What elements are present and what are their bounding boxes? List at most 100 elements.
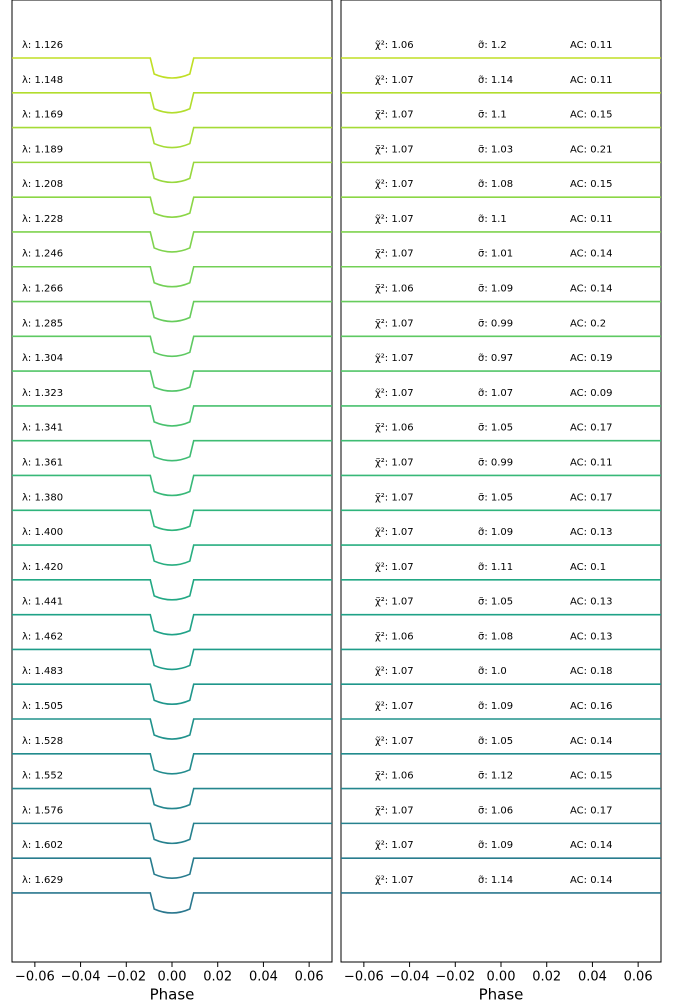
chi2-label: χ̃²: 1.07 xyxy=(375,317,414,329)
sigma-label: σ̃: 0.97 xyxy=(478,352,513,364)
sigma-label: σ̃: 1.08 xyxy=(478,178,513,190)
x-tick-label: 0.04 xyxy=(578,970,607,985)
sigma-label: σ̃: 1.07 xyxy=(478,387,513,399)
model-curve xyxy=(12,265,332,288)
chi2-label: χ̃²: 1.07 xyxy=(375,561,414,573)
sigma-label: σ̃: 1.1 xyxy=(478,109,507,121)
ac-label: AC: 0.11 xyxy=(570,40,612,51)
sigma-label: σ̃: 1.05 xyxy=(478,735,513,747)
model-curve xyxy=(12,683,332,706)
x-axis-label: Phase xyxy=(150,986,195,1002)
model-curve xyxy=(12,57,332,79)
ac-label: AC: 0.11 xyxy=(570,214,612,225)
wavelength-label: λ: 1.323 xyxy=(22,388,63,399)
x-tick-label: 0.04 xyxy=(249,970,278,985)
x-tick-label: 0.06 xyxy=(624,970,653,985)
chi2-label: χ̃²: 1.06 xyxy=(375,283,414,295)
sigma-label: σ̃: 1.12 xyxy=(478,770,513,782)
model-curve xyxy=(12,439,332,462)
model-curve xyxy=(12,405,332,427)
wavelength-label: λ: 1.228 xyxy=(22,214,63,225)
sigma-label: σ̃: 1.06 xyxy=(478,804,513,816)
model-curve xyxy=(12,753,332,775)
chi2-label: χ̃²: 1.07 xyxy=(375,665,414,677)
sigma-label: σ̃: 1.05 xyxy=(478,596,513,608)
chi2-label: χ̃²: 1.07 xyxy=(375,248,414,260)
chi2-label: χ̃²: 1.07 xyxy=(375,526,414,538)
x-tick-label: −0.06 xyxy=(15,970,55,985)
chi2-label: χ̃²: 1.07 xyxy=(375,74,414,86)
sigma-label: σ̃: 1.03 xyxy=(478,143,513,155)
chi2-label: χ̃²: 1.07 xyxy=(375,491,414,503)
wavelength-label: λ: 1.400 xyxy=(22,527,63,538)
sigma-label: σ̃: 1.09 xyxy=(478,839,513,851)
model-curve xyxy=(12,196,332,218)
model-curve xyxy=(12,648,332,671)
chi2-label: χ̃²: 1.07 xyxy=(375,213,414,225)
wavelength-label: λ: 1.266 xyxy=(22,284,63,295)
ac-label: AC: 0.15 xyxy=(570,771,612,782)
x-tick-label: −0.02 xyxy=(106,970,146,985)
ac-label: AC: 0.18 xyxy=(570,666,612,677)
model-curve xyxy=(12,787,332,810)
x-tick-label: −0.02 xyxy=(435,970,475,985)
ac-label: AC: 0.15 xyxy=(570,110,612,121)
ac-label: AC: 0.19 xyxy=(570,353,612,364)
chi2-label: χ̃²: 1.07 xyxy=(375,874,414,886)
chi2-label: χ̃²: 1.07 xyxy=(375,839,414,851)
ac-label: AC: 0.17 xyxy=(570,492,612,503)
ac-label: AC: 0.17 xyxy=(570,423,612,434)
sigma-label: σ̃: 1.09 xyxy=(478,283,513,295)
sigma-label: σ̃: 1.05 xyxy=(478,491,513,503)
chi2-label: χ̃²: 1.07 xyxy=(375,804,414,816)
wavelength-label: λ: 1.304 xyxy=(22,353,63,364)
sigma-label: σ̃: 1.05 xyxy=(478,422,513,434)
ac-label: AC: 0.14 xyxy=(570,736,612,747)
ac-label: AC: 0.13 xyxy=(570,597,612,608)
wavelength-label: λ: 1.552 xyxy=(22,771,63,782)
model-curve xyxy=(12,370,332,392)
model-curve xyxy=(12,718,332,740)
wavelength-label: λ: 1.285 xyxy=(22,318,63,329)
sigma-label: σ̃: 1.08 xyxy=(478,630,513,642)
chi2-label: χ̃²: 1.06 xyxy=(375,39,414,51)
model-curve xyxy=(12,126,332,149)
sigma-label: σ̃: 0.99 xyxy=(478,456,513,468)
model-curve xyxy=(12,892,332,914)
ac-label: AC: 0.17 xyxy=(570,805,612,816)
chi2-label: χ̃²: 1.07 xyxy=(375,387,414,399)
model-curve xyxy=(12,474,332,497)
x-tick-label: −0.04 xyxy=(61,970,101,985)
wavelength-label: λ: 1.441 xyxy=(22,597,63,608)
model-curve xyxy=(12,300,332,323)
ac-label: AC: 0.1 xyxy=(570,562,606,573)
sigma-label: σ̃: 1.09 xyxy=(478,700,513,712)
wavelength-label: λ: 1.126 xyxy=(22,40,63,51)
chi2-label: χ̃²: 1.07 xyxy=(375,456,414,468)
x-tick-label: 0.02 xyxy=(203,970,232,985)
wavelength-label: λ: 1.361 xyxy=(22,457,63,468)
ac-label: AC: 0.21 xyxy=(570,144,612,155)
model-curve xyxy=(12,579,332,601)
wavelength-label: λ: 1.246 xyxy=(22,249,63,260)
wavelength-label: λ: 1.208 xyxy=(22,179,63,190)
x-tick-label: 0.00 xyxy=(487,970,516,985)
x-tick-label: −0.06 xyxy=(344,970,384,985)
sigma-label: σ̃: 1.09 xyxy=(478,526,513,538)
ac-label: AC: 0.14 xyxy=(570,875,612,886)
ac-label: AC: 0.11 xyxy=(570,75,612,86)
sigma-label: σ̃: 1.11 xyxy=(478,561,513,573)
chi2-label: χ̃²: 1.06 xyxy=(375,422,414,434)
wavelength-label: λ: 1.380 xyxy=(22,492,63,503)
wavelength-label: λ: 1.483 xyxy=(22,666,63,677)
ac-label: AC: 0.14 xyxy=(570,840,612,851)
ac-label: AC: 0.15 xyxy=(570,179,612,190)
ac-label: AC: 0.14 xyxy=(570,249,612,260)
ac-label: AC: 0.09 xyxy=(570,388,612,399)
wavelength-label: λ: 1.528 xyxy=(22,736,63,747)
wavelength-label: λ: 1.629 xyxy=(22,875,63,886)
model-curve xyxy=(12,613,332,636)
ac-label: AC: 0.13 xyxy=(570,527,612,538)
